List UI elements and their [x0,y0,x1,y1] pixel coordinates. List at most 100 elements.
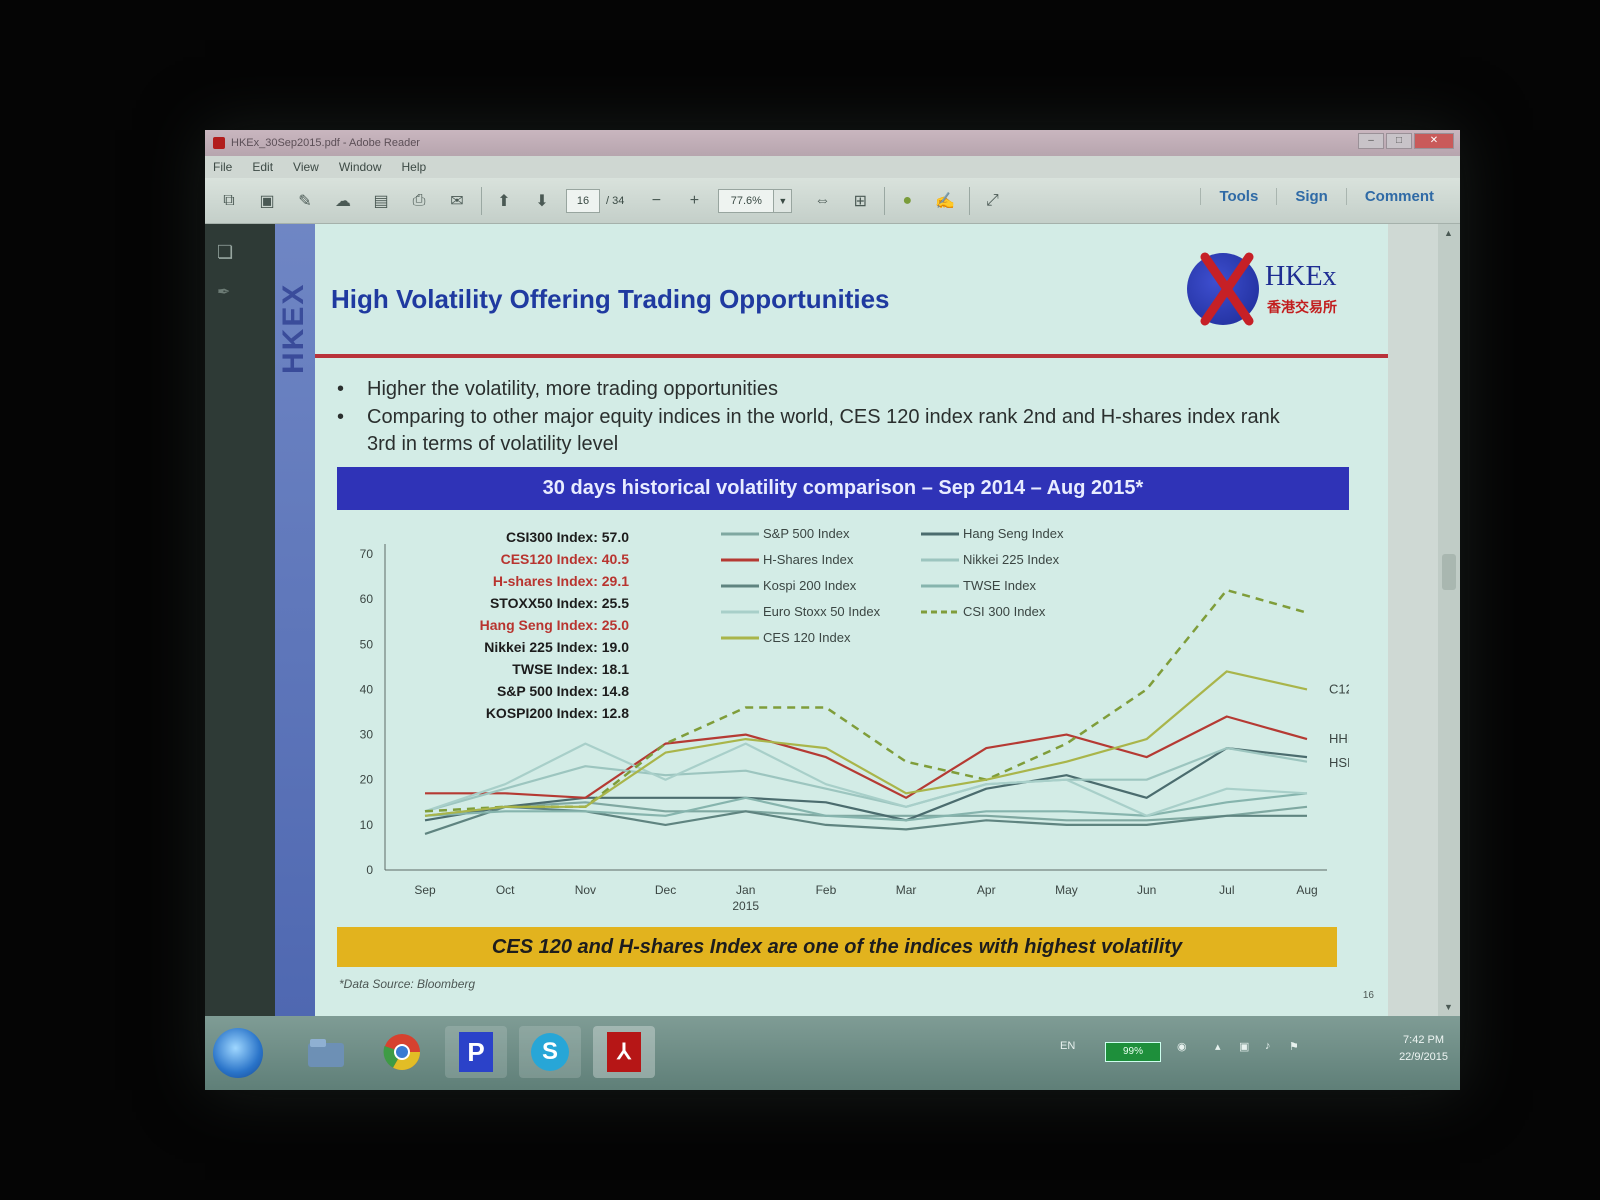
toolbar-divider [884,186,886,215]
taskbar-app-skype[interactable]: S [519,1026,581,1078]
scroll-down-icon[interactable]: ▼ [1444,1002,1453,1012]
next-page-icon[interactable]: ⬇ [535,192,549,210]
hkex-logo: HKEx 香港交易所 [1187,249,1357,331]
title-divider [315,354,1388,358]
y-tick-label: 20 [360,773,374,787]
conclusion-banner: CES 120 and H-shares Index are one of th… [337,927,1337,967]
menu-view[interactable]: View [293,160,319,174]
chart-legend: S&P 500 Index Hang Seng Index H-Shares Ind… [721,526,1064,645]
scrollbar-thumb[interactable] [1442,554,1456,590]
series-end-label: C120 [1329,681,1349,696]
series-line-nikkei-225-index [424,747,1308,813]
start-button[interactable] [213,1028,263,1078]
comment-bubble-icon[interactable]: ● [902,191,913,209]
ranking-label: Nikkei 225 Index: 19.0 [484,639,629,655]
y-tick-label: 0 [366,863,373,877]
y-tick-label: 50 [360,637,374,651]
email-icon[interactable]: ✉ [450,192,464,210]
taskbar-app-file-explorer[interactable] [295,1026,357,1078]
series-line-hang-seng-index [424,747,1308,822]
edit-icon[interactable]: ✎ [298,192,312,210]
action-center-icon[interactable]: ⚑ [1289,1041,1299,1053]
publisher-icon: P [459,1032,493,1072]
pdf-icon: ⅄ [607,1032,641,1072]
x-tick-label: Apr [977,883,996,897]
x-tick-label: Jan [736,883,755,897]
system-clock[interactable]: 7:42 PM 22/9/2015 [1399,1032,1448,1066]
legend-label: CSI 300 Index [963,604,1046,619]
series-line-twse-index [424,792,1308,822]
close-button[interactable]: ✕ [1414,133,1454,149]
clock-date: 22/9/2015 [1399,1051,1448,1063]
vertical-scrollbar[interactable]: ▲ ▼ [1438,224,1460,1016]
window-controls: – □ ✕ [1358,133,1454,149]
ranking-label: CSI300 Index: 57.0 [506,529,629,545]
print-icon[interactable]: ⎙ [412,191,426,209]
scroll-up-icon[interactable]: ▲ [1444,228,1453,238]
bullet-text: Higher the volatility, more trading oppo… [367,378,778,400]
logo-x-mark [1200,252,1254,326]
open-file-icon[interactable]: ▣ [259,192,275,210]
ranking-label: CES120 Index: 40.5 [501,551,630,567]
language-indicator[interactable]: EN [1060,1040,1076,1052]
menu-edit[interactable]: Edit [252,160,274,174]
previous-page-icon[interactable]: ⬆ [497,192,511,210]
sign-button[interactable]: Sign [1276,188,1346,205]
create-pdf-icon[interactable]: ⧉ [223,191,235,209]
comment-button[interactable]: Comment [1345,188,1452,205]
zoom-dropdown-icon[interactable]: ▼ [774,188,793,213]
chart-ranking-labels: CSI300 Index: 57.0 CES120 Index: 40.5 H-sh… [480,529,630,721]
menu-window[interactable]: Window [338,160,382,174]
chrome-icon [383,1034,420,1071]
logo-text: HKEx [1265,261,1337,292]
show-hidden-icons[interactable]: ▴ [1215,1041,1221,1053]
tools-button[interactable]: Tools [1200,188,1276,205]
page-number-input[interactable]: 16 [566,188,600,213]
taskbar-app-publisher[interactable]: P [445,1026,507,1078]
pdf-page: HKEX High Volatility Offering Trading Op… [275,224,1388,1016]
x-tick-label: Aug [1296,883,1317,897]
legend-label: TWSE Index [963,578,1036,593]
y-tick-label: 10 [360,818,374,832]
y-tick-label: 40 [360,682,374,696]
tray-monitor-icon[interactable]: ▣ [1239,1041,1250,1053]
page-thumbnails-icon[interactable]: ❏ [217,242,234,262]
navigation-pane: ❏ ✒ [205,224,275,1016]
menu-file[interactable]: File [213,160,233,174]
full-screen-icon[interactable]: ⤢ [985,191,999,209]
save-icon[interactable]: ▤ [373,192,389,210]
series-line-euro-stoxx-50-index [424,742,1308,817]
legend-label: H-Shares Index [763,552,854,567]
zoom-out-icon[interactable]: − [651,191,662,209]
cloud-upload-icon[interactable]: ☁ [335,192,351,210]
zoom-in-icon[interactable]: + [689,191,700,209]
logo-chinese-text: 香港交易所 [1267,299,1337,315]
y-tick-label: 60 [360,592,374,606]
taskbar-app-adobe-reader[interactable]: ⅄ [593,1026,655,1078]
folder-icon [308,1039,344,1067]
slide-side-stripe: HKEX [275,224,315,1016]
battery-indicator[interactable]: 99% [1105,1042,1161,1062]
maximize-button[interactable]: □ [1386,133,1412,149]
volume-icon[interactable]: ♪ [1265,1040,1271,1052]
fit-page-icon[interactable]: ⇔ [814,191,831,209]
menu-help[interactable]: Help [401,160,427,174]
legend-label: CES 120 Index [763,630,851,645]
ranking-label: H-shares Index: 29.1 [493,573,629,589]
fit-width-icon[interactable]: ⊞ [853,192,868,210]
toolbar-divider [481,186,482,215]
network-icon[interactable]: ◉ [1177,1041,1187,1053]
signature-icon[interactable]: ✒ [217,284,231,301]
legend-label: Euro Stoxx 50 Index [763,604,881,619]
minimize-button[interactable]: – [1358,133,1384,149]
window-title: HKEx_30Sep2015.pdf - Adobe Reader [231,137,420,149]
menu-bar: File Edit View Window Help [205,156,1460,178]
toolbar-divider [969,186,971,215]
adobe-reader-icon [213,137,225,149]
ranking-label: STOXX50 Index: 25.5 [490,595,629,611]
projected-screen: HKEx_30Sep2015.pdf - Adobe Reader – □ ✕ … [205,130,1460,1090]
highlight-icon[interactable]: ✍ [935,192,956,210]
zoom-input[interactable]: 77.6% [718,188,775,213]
taskbar-app-chrome[interactable] [371,1026,433,1078]
ranking-label: Hang Seng Index: 25.0 [480,617,630,633]
